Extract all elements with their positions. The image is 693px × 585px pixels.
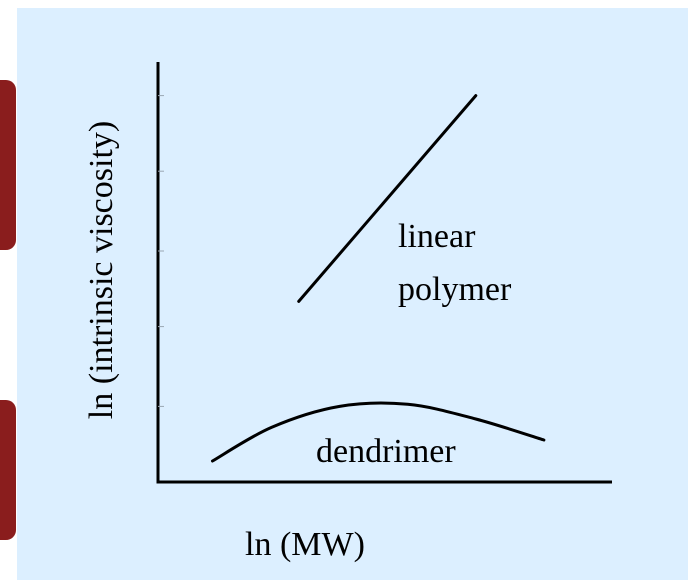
series-label-linear-line1: linear — [398, 218, 476, 255]
x-axis-label: ln (MW) — [245, 526, 365, 563]
series-label-linear-line2: polymer — [398, 271, 512, 308]
series-layer — [210, 94, 546, 463]
edge-accent-bottom — [0, 400, 16, 540]
series-linear-polymer-line — [297, 94, 478, 303]
series-dendrimer-curve — [210, 401, 546, 463]
axes — [156, 62, 612, 484]
edge-accent-top — [0, 80, 16, 250]
labels-layer: ln (MW) ln (intrinsic viscosity) linear … — [83, 121, 512, 563]
series-label-dendrimer: dendrimer — [316, 433, 456, 470]
y-axis-label: ln (intrinsic viscosity) — [83, 121, 120, 419]
left-edge-strip — [0, 0, 18, 585]
chart-panel — [17, 8, 688, 580]
